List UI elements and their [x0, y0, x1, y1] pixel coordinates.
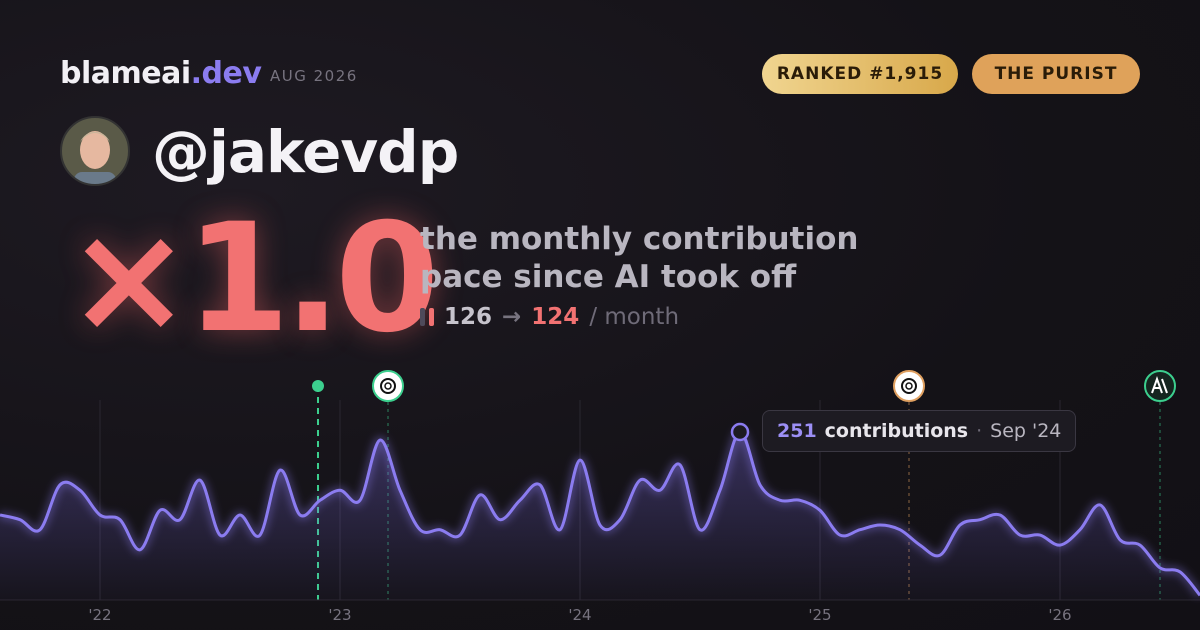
tooltip-value: 251 — [777, 420, 817, 442]
brand-suffix: .dev — [190, 56, 262, 91]
x-tick-label: '26 — [1048, 606, 1071, 624]
after-value: 124 — [531, 304, 580, 330]
event-dot — [312, 380, 324, 392]
event-icon — [372, 370, 404, 402]
brand: blameai.dev — [60, 56, 262, 91]
arrow: → — [502, 304, 522, 330]
multiplier: ×1.0 — [66, 192, 439, 366]
x-tick-label: '25 — [808, 606, 831, 624]
x-tick-label: '22 — [88, 606, 111, 624]
x-tick-label: '24 — [568, 606, 591, 624]
rank-badge: RANKED #1,915 — [762, 54, 958, 94]
line — [0, 430, 1200, 597]
persona-badge: THE PURIST — [972, 54, 1140, 94]
description-line: the monthly contribution — [420, 221, 859, 257]
description-line: pace since AI took off — [420, 259, 797, 295]
pace: 126 → 124 / month — [420, 304, 679, 330]
description: the monthly contribution pace since AI t… — [420, 220, 858, 296]
handle: @jakevdp — [152, 118, 459, 186]
event-icon — [1144, 370, 1176, 402]
x-tick-label: '23 — [328, 606, 351, 624]
peak-marker — [730, 422, 750, 442]
tooltip-label: contributions — [824, 420, 969, 442]
avatar — [60, 116, 130, 186]
tooltip-date: Sep '24 — [990, 420, 1062, 442]
before-value: 126 — [444, 304, 493, 330]
legend-swatch — [420, 308, 425, 326]
brand-name: blameai — [60, 56, 191, 91]
period: AUG 2026 — [270, 67, 358, 85]
tooltip: 251 contributions · Sep '24 — [762, 410, 1077, 452]
legend-swatch — [429, 308, 434, 326]
unit: / month — [589, 304, 680, 330]
tooltip-separator: · — [976, 420, 983, 442]
area — [0, 431, 1200, 600]
event-icon — [893, 370, 925, 402]
